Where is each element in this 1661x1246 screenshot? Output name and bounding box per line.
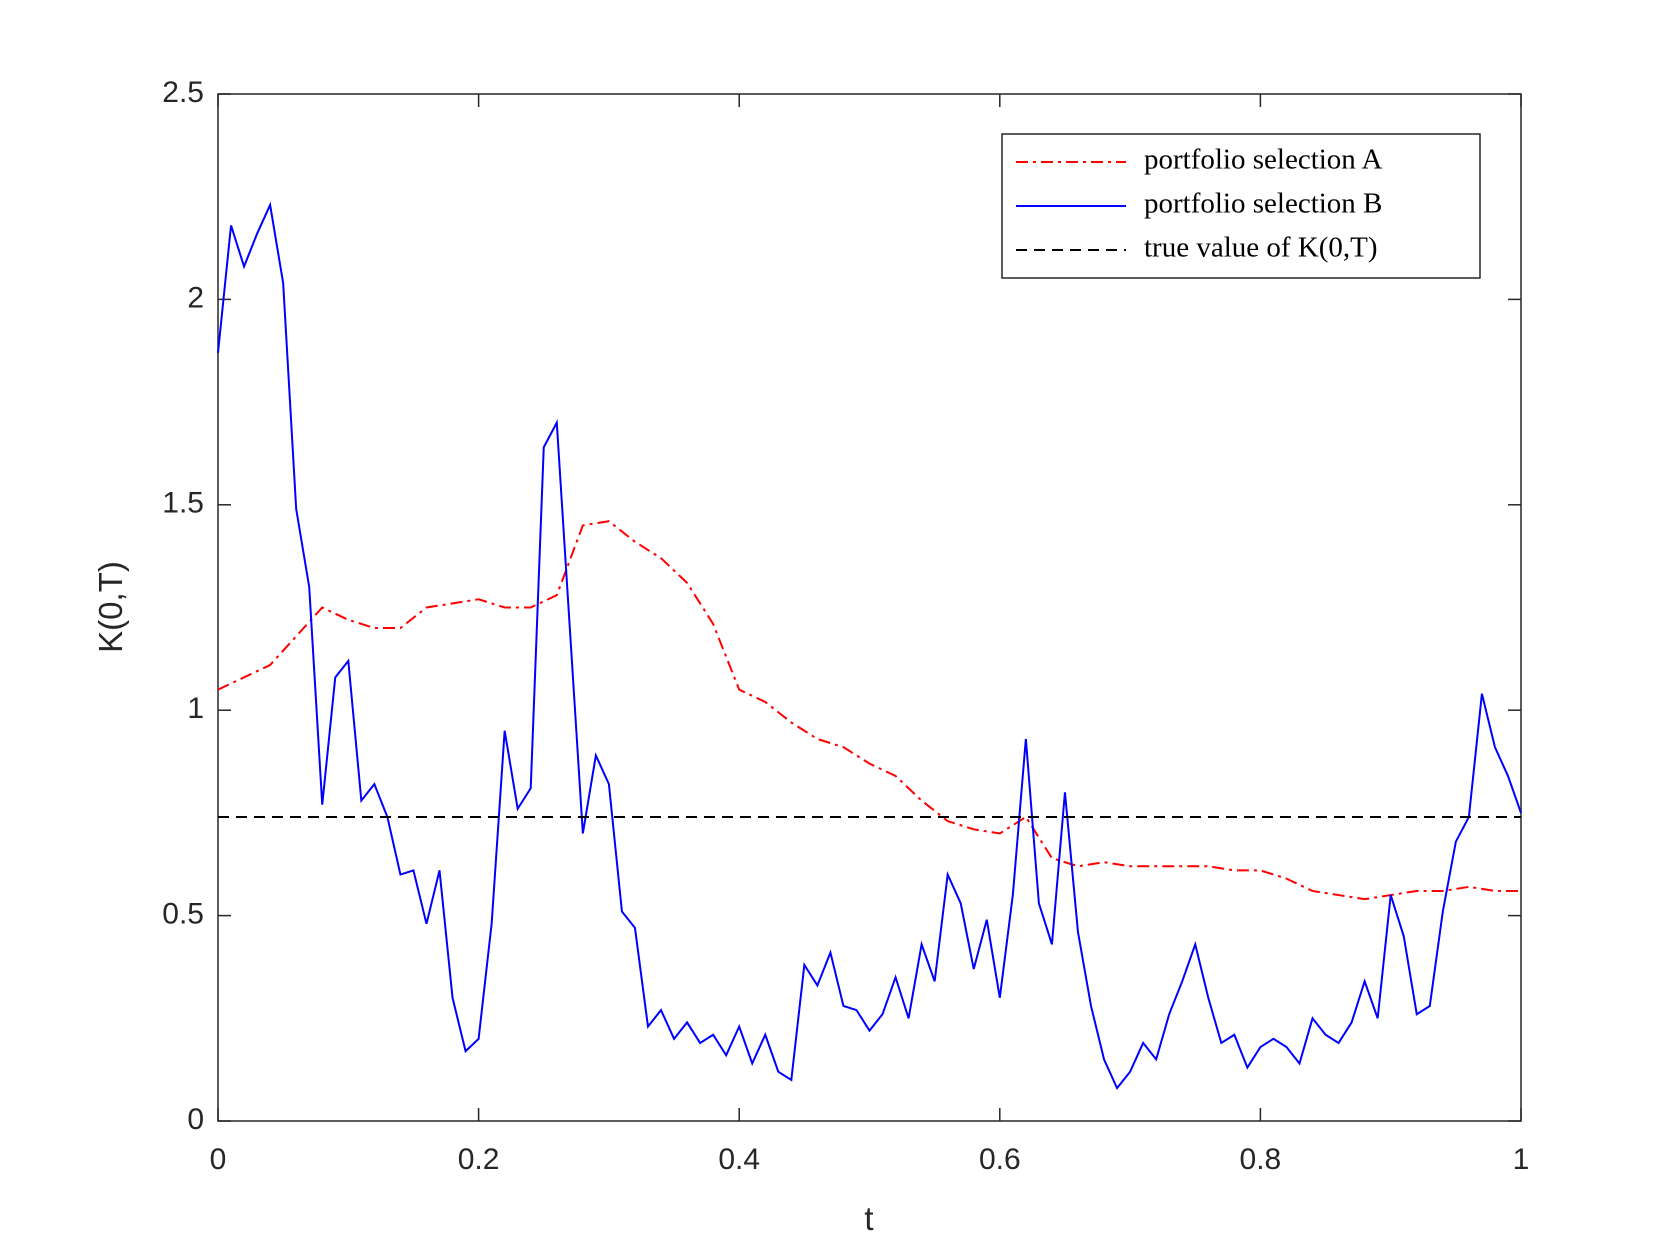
x-tick-label: 1: [1513, 1143, 1530, 1176]
y-tick-label: 0.5: [162, 898, 204, 931]
x-tick-label: 0.8: [1240, 1143, 1282, 1176]
series-line: [217, 201, 1522, 1091]
y-tick-label: 1.5: [162, 487, 204, 520]
legend-label: true value of K(0,T): [1144, 232, 1378, 264]
y-tick-label: 0: [187, 1103, 204, 1136]
legend-label: portfolio selection A: [1144, 144, 1382, 176]
x-tick-label: 0.6: [979, 1143, 1021, 1176]
legend-label: portfolio selection B: [1144, 188, 1382, 220]
series-line: [217, 520, 1521, 901]
y-tick-label: 1: [187, 692, 204, 725]
x-tick-label: 0.4: [718, 1143, 760, 1176]
x-tick-label: 0: [210, 1143, 227, 1176]
y-tick-label: 2: [187, 281, 204, 314]
x-axis-label: t: [864, 1200, 873, 1237]
y-tick-label: 2.5: [162, 76, 204, 109]
y-axis-label: K(0,T): [92, 561, 129, 653]
x-tick-label: 0.2: [458, 1143, 500, 1176]
